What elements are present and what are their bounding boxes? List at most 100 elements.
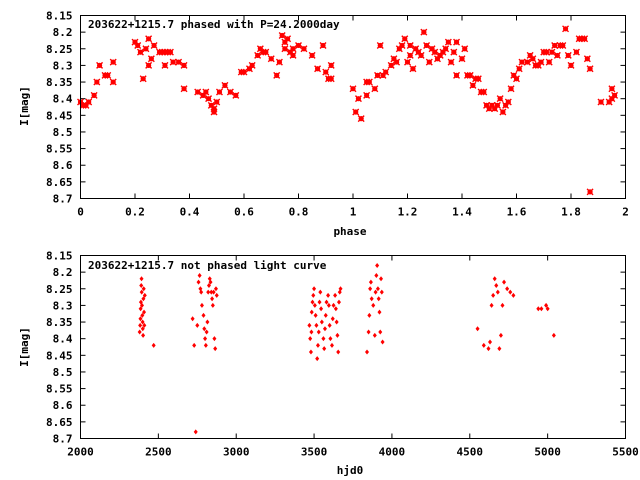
phased-data-point — [545, 58, 553, 66]
phased-data-point — [581, 35, 589, 43]
phased-data-point — [572, 48, 580, 56]
unphased-data-point — [138, 306, 143, 312]
phased-data-point — [515, 65, 523, 73]
phased-data-point — [496, 95, 504, 103]
unphased-data-point — [192, 342, 197, 348]
unphased-data-point — [140, 302, 145, 308]
phased-data-point — [139, 75, 147, 83]
phased-data-point — [319, 41, 327, 49]
unphased-y-tick-label: 8.4 — [53, 333, 73, 346]
phased-data-point — [504, 98, 512, 106]
phased-y-tick-label: 8.7 — [53, 193, 73, 206]
unphased-data-point — [372, 332, 377, 338]
unphased-data-point — [309, 329, 314, 335]
unphased-data-point — [488, 339, 493, 345]
unphased-data-point — [508, 289, 513, 295]
phased-data-point — [586, 65, 594, 73]
phased-x-tick-label: 0.2 — [125, 206, 145, 219]
unphased-data-point — [331, 302, 336, 308]
unphased-data-point — [138, 316, 143, 322]
unphased-data-point — [213, 346, 218, 352]
unphased-y-tick-label: 8.6 — [53, 399, 73, 412]
phased-data-point — [423, 41, 431, 49]
unphased-data-point — [375, 286, 380, 292]
unphased-data-point — [206, 282, 211, 288]
unphased-data-point — [204, 329, 209, 335]
unphased-y-tick-label: 8.55 — [46, 383, 73, 396]
unphased-y-tick-label: 8.25 — [46, 283, 73, 296]
unphased-y-tick-label: 8.7 — [53, 433, 73, 446]
unphased-data-point — [141, 286, 146, 292]
phased-x-tick-label: 1.8 — [561, 206, 581, 219]
phased-data-point — [109, 78, 117, 86]
phased-data-point — [548, 48, 556, 56]
phased-data-point — [425, 58, 433, 66]
phased-data-point — [387, 61, 395, 69]
phased-x-tick-label: 1.6 — [507, 206, 527, 219]
unphased-data-point — [199, 302, 204, 308]
phased-data-point — [529, 55, 537, 63]
phased-data-point — [166, 48, 174, 56]
phased-data-point — [507, 85, 515, 93]
phased-data-point — [109, 58, 117, 66]
phased-light-curve-panel: 203622+1215.7 phased with P=24.2000day p… — [18, 10, 629, 239]
unphased-data-point — [502, 279, 507, 285]
phased-data-point — [466, 71, 474, 79]
unphased-data-point — [310, 299, 315, 305]
phased-data-point — [221, 81, 229, 89]
phased-data-point — [248, 61, 256, 69]
unphased-data-point — [314, 322, 319, 328]
phased-data-point — [365, 78, 373, 86]
unphased-data-point — [333, 306, 338, 312]
unphased-y-tick-label: 8.15 — [46, 250, 73, 263]
unphased-data-point — [141, 332, 146, 338]
phased-y-tick-label: 8.6 — [53, 159, 73, 172]
unphased-data-point — [317, 299, 322, 305]
unphased-data-point — [492, 276, 497, 282]
phased-data-point — [262, 48, 270, 56]
unphased-data-point — [316, 329, 321, 335]
unphased-data-point — [139, 276, 144, 282]
unphased-data-point — [498, 332, 503, 338]
phased-y-axis-label: I[mag] — [18, 86, 31, 126]
unphased-data-point — [139, 289, 144, 295]
phased-data-point — [289, 51, 297, 59]
phased-data-point — [136, 48, 144, 56]
phased-data-point — [458, 55, 466, 63]
unphased-x-tick-label: 2500 — [145, 446, 172, 459]
unphased-data-point — [312, 302, 317, 308]
phased-data-point — [327, 75, 335, 83]
phased-data-point — [398, 41, 406, 49]
phased-data-point — [542, 48, 550, 56]
unphased-data-point — [142, 309, 147, 315]
unphased-x-axis-label: hjd0 — [337, 464, 364, 477]
unphased-data-point — [333, 292, 338, 298]
phased-y-tick-label: 8.55 — [46, 143, 73, 156]
phased-data-point — [374, 71, 382, 79]
phased-y-tick-label: 8.5 — [53, 126, 73, 139]
unphased-data-point — [138, 322, 143, 328]
unphased-data-point — [365, 349, 370, 355]
phased-data-point — [518, 58, 526, 66]
unphased-data-point — [203, 342, 208, 348]
unphased-data-point — [210, 296, 215, 302]
unphased-data-point — [321, 336, 326, 342]
phased-data-point — [559, 41, 567, 49]
phased-data-point — [85, 98, 93, 106]
phased-data-point — [93, 78, 101, 86]
unphased-data-point — [536, 306, 541, 312]
phased-data-point — [553, 51, 561, 59]
phased-data-point — [267, 55, 275, 63]
unphased-data-point — [322, 346, 327, 352]
unphased-plot-title: 203622+1215.7 not phased light curve — [88, 259, 327, 272]
unphased-data-point — [373, 289, 378, 295]
unphased-data-point — [322, 326, 327, 332]
unphased-data-point — [214, 292, 219, 298]
phased-plot-title: 203622+1215.7 phased with P=24.2000day — [88, 18, 340, 31]
phased-data-point — [406, 51, 414, 59]
phased-data-point — [300, 45, 308, 53]
unphased-data-point — [323, 312, 328, 318]
phased-data-point — [513, 75, 520, 83]
phased-data-point — [314, 65, 322, 73]
